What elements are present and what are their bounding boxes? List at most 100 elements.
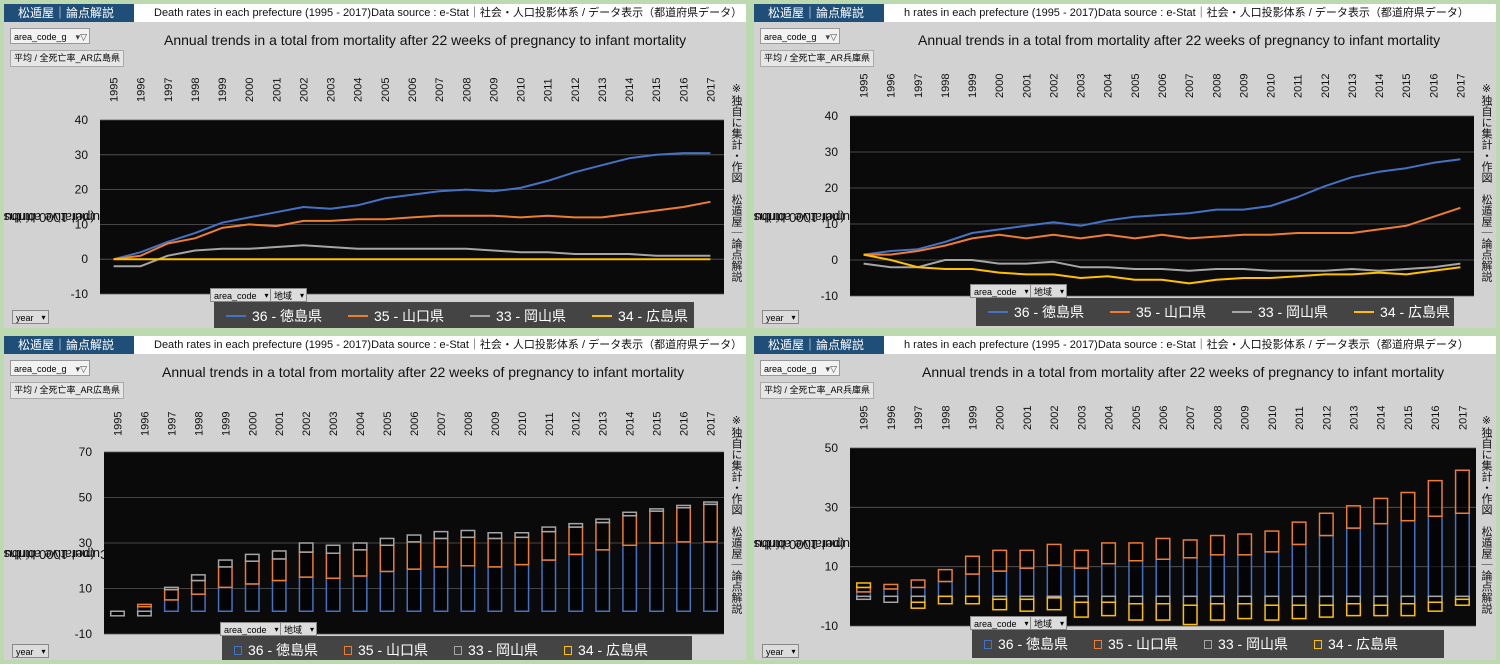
x-tick-label: 2003 <box>328 412 340 436</box>
bar-segment <box>1345 603 1362 617</box>
bar-segment <box>298 551 314 578</box>
x-tick-label: 2016 <box>679 412 691 436</box>
area-code-filter[interactable]: area_code_g ▾▽ <box>760 360 840 376</box>
bar-segment <box>622 544 638 612</box>
bar-segment <box>992 549 1008 572</box>
area-code-filter[interactable]: area_code_g ▾▽ <box>760 28 840 44</box>
area-code-button[interactable]: area_code ▾ <box>220 622 282 636</box>
bar-segment <box>937 568 953 583</box>
bar-segment <box>1046 597 1062 611</box>
bar-segment <box>1182 595 1198 606</box>
chart-panel-bottom-right: 松遁屋｜論点解説 h rates in each prefecture (199… <box>750 332 1500 664</box>
bar-segment <box>1237 603 1253 620</box>
bar-segment <box>163 586 179 591</box>
x-tick-label: 2000 <box>244 78 256 102</box>
bar-segment <box>271 550 287 560</box>
series-line <box>113 244 711 268</box>
bar-segment <box>1073 549 1089 569</box>
series-line <box>113 152 711 261</box>
funnel-icon: ▾▽ <box>75 32 87 42</box>
year-button[interactable]: year ▾ <box>12 310 49 324</box>
legend-label: 35 - 山口県 <box>374 308 445 324</box>
area-code-filter[interactable]: area_code_g ▾▽ <box>10 360 90 376</box>
bar-segment <box>703 501 719 506</box>
legend-swatch <box>1314 639 1323 649</box>
bar-segment <box>325 552 341 580</box>
bar-segment <box>460 536 476 567</box>
year-button[interactable]: year ▾ <box>12 644 49 658</box>
bar-segment <box>676 541 692 612</box>
bar-segment <box>325 577 341 612</box>
bar-segment <box>190 579 206 595</box>
x-tick-label: 2002 <box>301 412 313 436</box>
bar-segment <box>1400 519 1416 598</box>
bar-segment <box>109 610 125 617</box>
x-tick-label: 2002 <box>298 78 310 102</box>
x-tick-label: 2009 <box>490 412 502 436</box>
x-tick-label: 2011 <box>544 412 556 436</box>
bar-segment <box>487 537 503 568</box>
region-button[interactable]: 地域 ▾ <box>270 288 308 302</box>
bar-segment <box>568 522 584 528</box>
area-code-button[interactable]: area_code ▾ <box>970 284 1032 298</box>
measure-label: 平均 / 全死亡率_AR広島県 <box>10 50 125 67</box>
bar-segment <box>1155 537 1171 561</box>
x-tick-label: 2014 <box>1374 74 1386 98</box>
bar-segment <box>352 575 368 613</box>
chart-area: area_code_g ▾▽ 平均 / 全死亡率_AR広島県 Annual tr… <box>4 354 746 660</box>
bar-segment <box>1237 533 1253 556</box>
chart-panel-top-right: 松遁屋｜論点解説 h rates in each prefecture (199… <box>750 0 1500 332</box>
bar-segment <box>352 549 368 577</box>
y-tick-label: 10 <box>825 217 839 231</box>
y-tick-label: 10 <box>825 560 839 574</box>
bar-segment <box>910 586 926 598</box>
region-button[interactable]: 地域 ▾ <box>1030 284 1068 298</box>
x-tick-label: 2006 <box>1157 74 1169 98</box>
legend-label: 33 - 岡山県 <box>468 642 539 658</box>
legend-item: 34 - 広島県 <box>564 640 648 660</box>
bar-segment <box>1101 601 1117 617</box>
bar-segment <box>460 529 476 539</box>
bar-segment <box>406 568 422 613</box>
bar-segment <box>271 558 287 582</box>
region-button-label: 地域 <box>274 291 293 301</box>
bar-segment <box>190 574 206 582</box>
bar-segment <box>541 530 557 561</box>
bar-segment <box>1019 549 1035 569</box>
legend-label: 34 - 広島県 <box>578 642 649 658</box>
bar-segment <box>541 526 557 533</box>
bar-segment <box>1400 595 1416 605</box>
x-tick-label: 2010 <box>516 78 528 102</box>
bar-segment <box>406 534 422 543</box>
x-tick-label: 2017 <box>1457 406 1469 430</box>
area-code-button-label: area_code <box>974 287 1017 297</box>
y-tick-label: 40 <box>75 113 89 127</box>
bar-segment <box>1373 595 1389 606</box>
vertical-note: ※独自に集計・作図 松遁屋｜論点解説 <box>1480 414 1492 614</box>
legend-swatch <box>226 315 246 317</box>
x-tick-label: 2008 <box>463 412 475 436</box>
x-tick-label: 2003 <box>1076 74 1088 98</box>
bar-segment <box>298 576 314 612</box>
x-tick-label: 2003 <box>326 78 338 102</box>
bar-segment <box>676 506 692 543</box>
area-code-button[interactable]: area_code ▾ <box>970 616 1032 630</box>
year-button[interactable]: year ▾ <box>762 310 799 324</box>
series-line <box>863 206 1461 256</box>
x-tick-label: 2009 <box>1238 74 1250 98</box>
region-button[interactable]: 地域 ▾ <box>280 622 318 636</box>
bar-segment <box>163 599 179 612</box>
area-code-filter[interactable]: area_code_g ▾▽ <box>10 28 90 44</box>
panel-header: 松遁屋｜論点解説 Death rates in each prefecture … <box>4 336 746 354</box>
bar-segment <box>1073 595 1089 604</box>
x-tick-label: 2014 <box>625 412 637 436</box>
dropdown-icon: ▾ <box>1024 287 1029 296</box>
year-button[interactable]: year ▾ <box>762 644 799 658</box>
x-tick-label: 1996 <box>886 406 898 430</box>
x-tick-label: 2007 <box>434 78 446 102</box>
bar-segment <box>1318 512 1334 537</box>
legend-label: 36 - 徳島県 <box>1014 304 1085 320</box>
region-button[interactable]: 地域 ▾ <box>1030 616 1068 630</box>
area-code-button[interactable]: area_code ▾ <box>210 288 272 302</box>
x-tick-label: 2015 <box>651 78 663 102</box>
